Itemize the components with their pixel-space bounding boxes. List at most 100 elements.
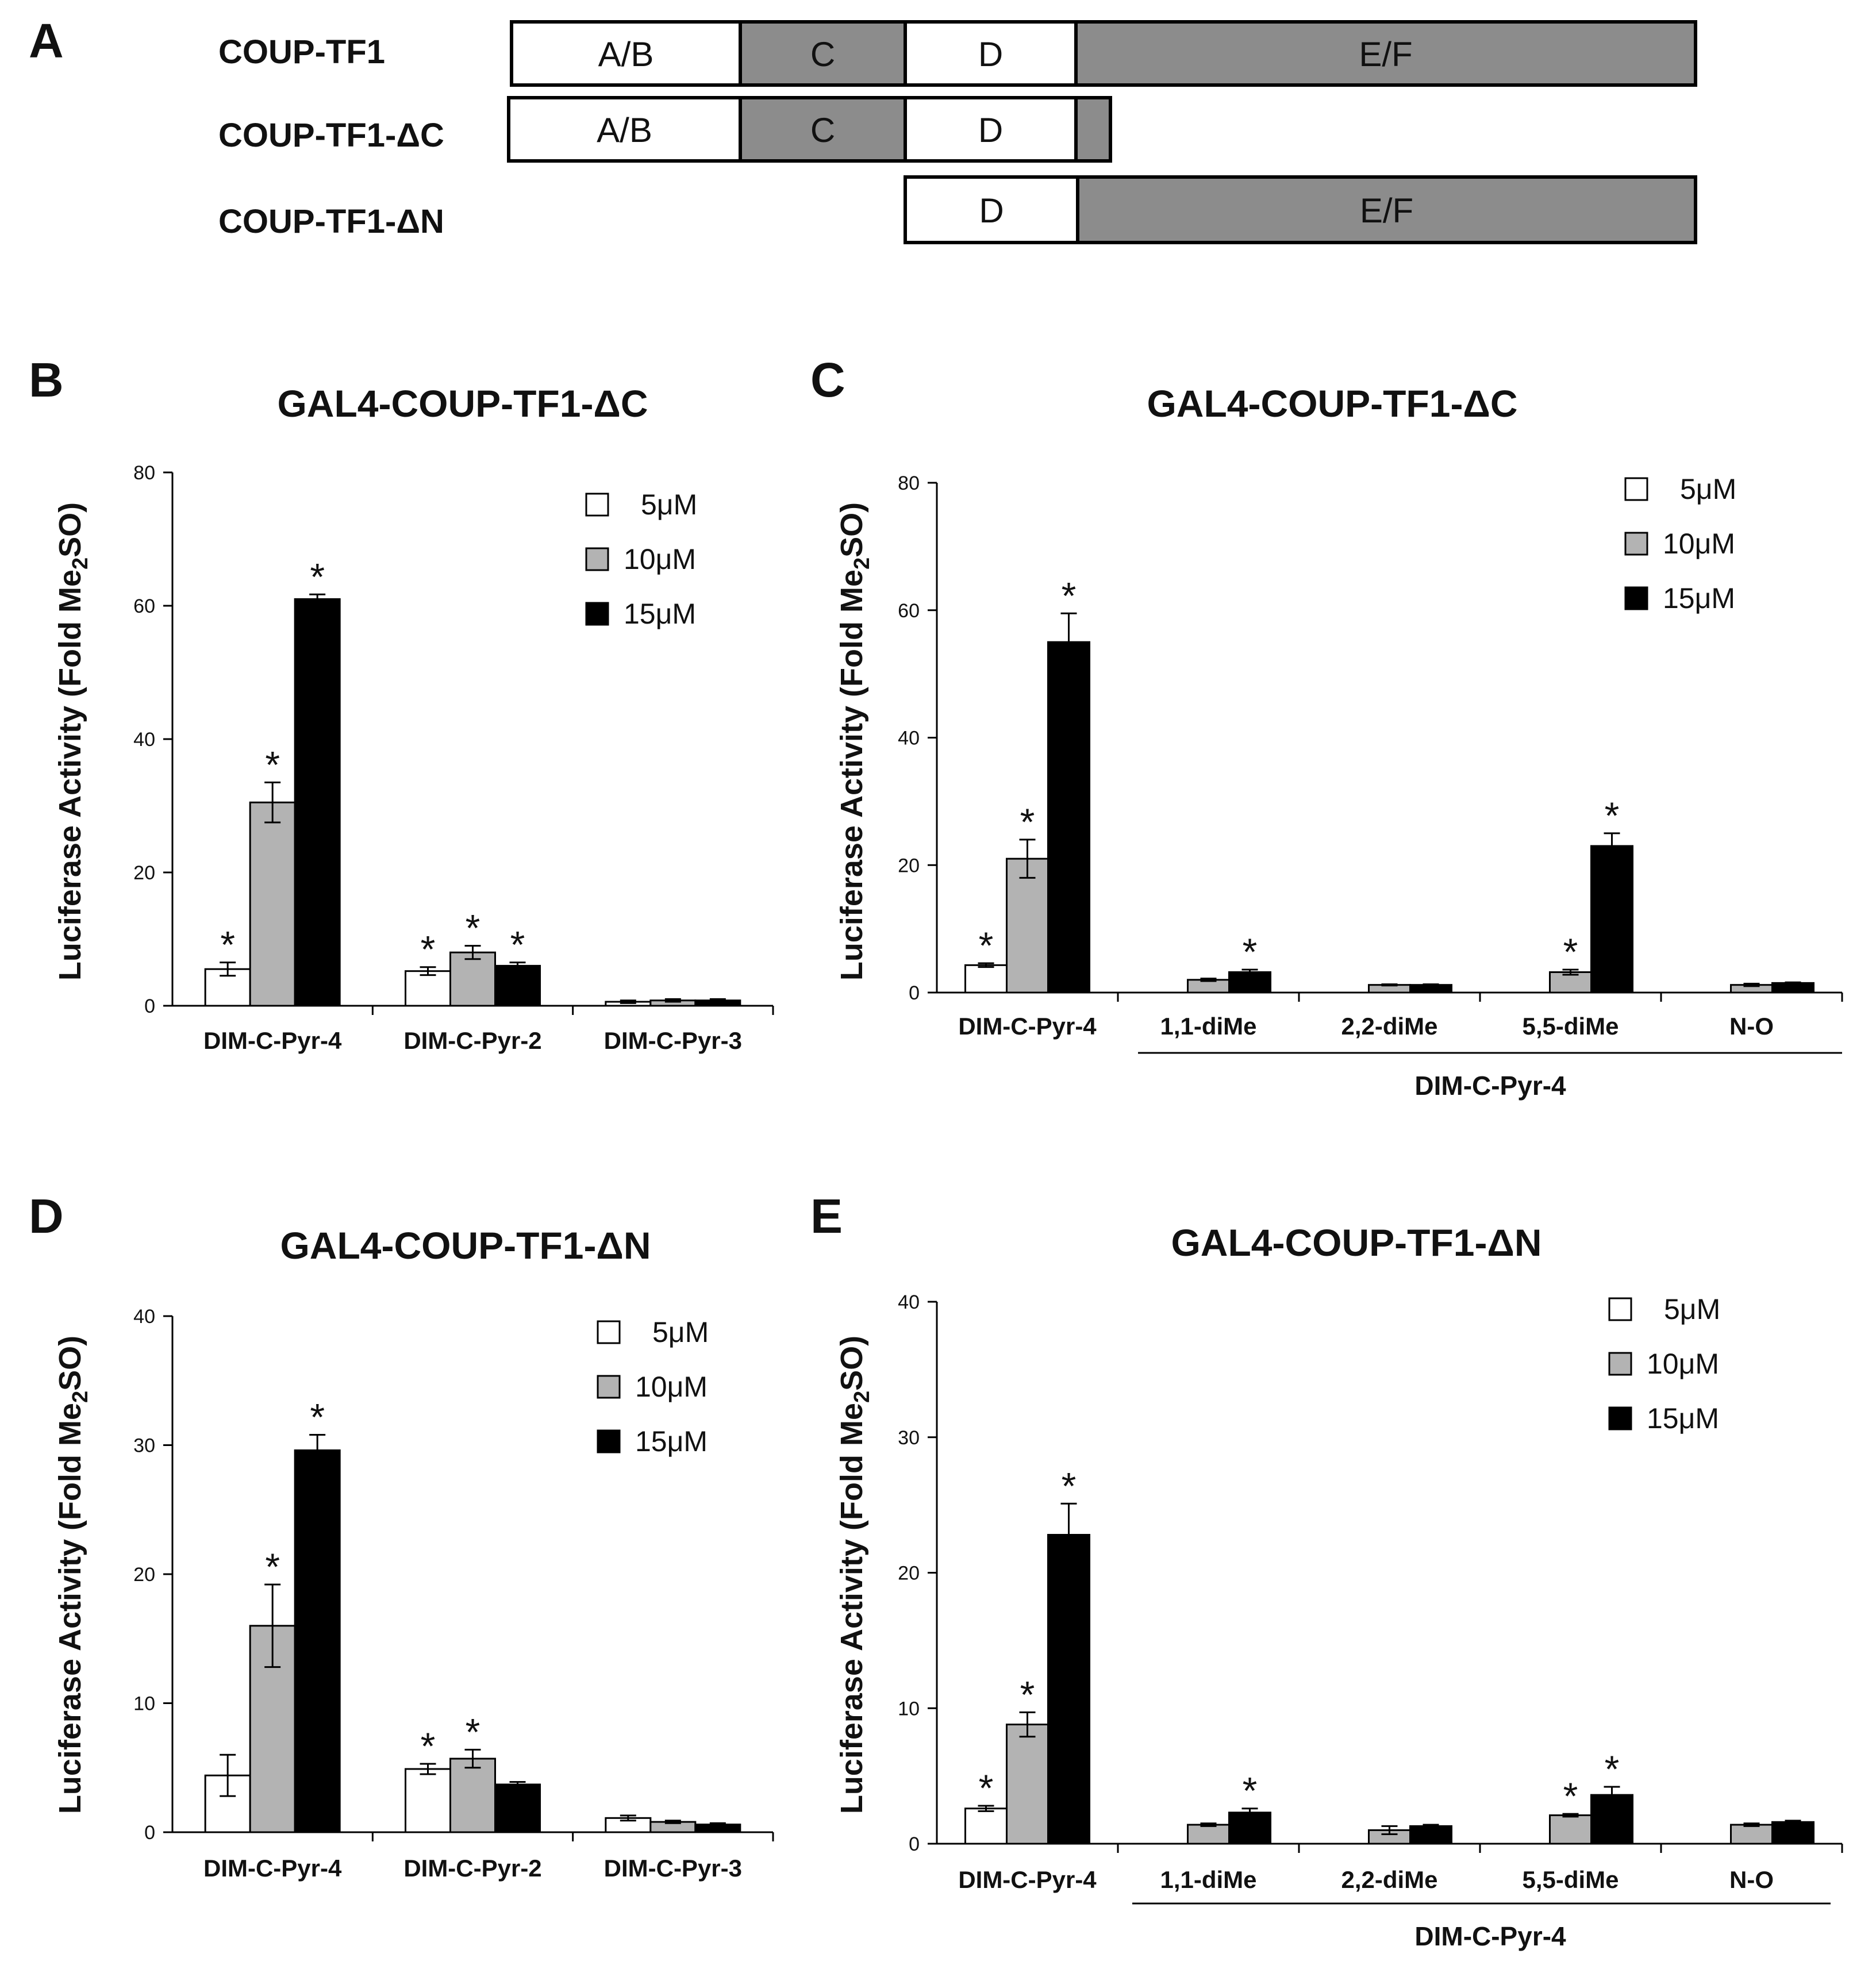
panel-letter: C (810, 353, 845, 407)
y-tick-label: 40 (133, 1306, 155, 1328)
y-tick-label: 0 (144, 1822, 155, 1844)
y-axis-label: Luciferase Activity (Fold Me2SO) (835, 502, 874, 980)
bar (449, 1758, 496, 1833)
bar (1730, 1824, 1773, 1845)
y-tick-label: 80 (898, 472, 920, 494)
x-category-label: 2,2-diMe (1341, 1866, 1437, 1893)
x-category-label: 5,5-diMe (1522, 1013, 1619, 1040)
significance-star: * (466, 1710, 480, 1753)
significance-star: * (265, 743, 280, 786)
domain-label: A/B (597, 111, 652, 149)
chart-title: GAL4-COUP-TF1-ΔN (280, 1224, 651, 1267)
x-category-label: 1,1-diMe (1160, 1866, 1256, 1893)
x-category-label: 1,1-diMe (1160, 1013, 1256, 1040)
bar (1228, 1812, 1271, 1845)
chart-panel-b: B GAL4-COUP-TF1-ΔC Luciferase Activity (Fo… (29, 353, 774, 1054)
domain-box (904, 96, 1078, 163)
legend-swatch (585, 547, 609, 571)
x-category-label: N-O (1729, 1866, 1774, 1893)
x-category-label: DIM-C-Pyr-2 (403, 1027, 541, 1054)
bar (494, 1783, 541, 1833)
x-category-label: DIM-C-Pyr-4 (958, 1013, 1097, 1040)
chart-title: GAL4-COUP-TF1-ΔC (1147, 382, 1517, 425)
y-tick-label: 10 (898, 1698, 920, 1720)
domain-box (739, 20, 907, 87)
bar (494, 964, 541, 1007)
y-tick-label: 20 (133, 862, 155, 884)
chart-panel-e: E GAL4-COUP-TF1-ΔN Luciferase Activity (Fo… (810, 1189, 1843, 1951)
domain-box (1074, 96, 1112, 163)
significance-star: * (421, 1725, 436, 1767)
y-axis-label: Luciferase Activity (Fold Me2SO) (53, 1336, 93, 1814)
significance-star: * (979, 924, 994, 967)
legend-swatch (1608, 1297, 1632, 1321)
legend-label: 5μM (1680, 473, 1736, 505)
bar (294, 1449, 341, 1833)
y-tick-label: 20 (898, 1563, 920, 1585)
legend-label: 15μM (1647, 1402, 1719, 1435)
domain-box (1074, 20, 1697, 87)
legend-swatch (1624, 532, 1648, 556)
legend-label: 10μM (635, 1371, 708, 1403)
y-tick-label: 30 (133, 1435, 155, 1457)
legend-label: 5μM (652, 1316, 709, 1348)
legend-swatch (1608, 1352, 1632, 1376)
legend-label: 5μM (1664, 1293, 1720, 1325)
x-category-label: DIM-C-Pyr-4 (203, 1855, 342, 1882)
panel-letter: D (29, 1189, 64, 1243)
panel-letter: E (810, 1189, 843, 1243)
x-category-label: DIM-C-Pyr-3 (604, 1027, 742, 1054)
bar (1006, 1724, 1049, 1845)
bar (1590, 845, 1633, 994)
y-tick-label: 0 (909, 1833, 920, 1855)
legend-swatch (597, 1375, 621, 1399)
group-label: DIM-C-Pyr-4 (1414, 1921, 1566, 1951)
bar (964, 1808, 1008, 1845)
significance-star: * (466, 907, 480, 949)
domain-box (1076, 175, 1697, 244)
legend-label: 15μM (1663, 582, 1735, 614)
legend-swatch (1608, 1406, 1632, 1430)
domain-label: E/F (1359, 35, 1412, 74)
legend-label: 5μM (641, 489, 697, 521)
legend-label: 15μM (635, 1425, 708, 1457)
bar (1549, 1814, 1592, 1845)
group-label: DIM-C-Pyr-4 (1414, 1071, 1566, 1101)
bar (1006, 857, 1049, 994)
y-tick-label: 40 (133, 729, 155, 751)
x-category-label: DIM-C-Pyr-4 (203, 1027, 342, 1054)
bar (964, 964, 1008, 994)
significance-star: * (1563, 930, 1578, 973)
legend-swatch (585, 602, 609, 626)
domain-label: C (810, 111, 835, 149)
significance-star: * (220, 924, 235, 966)
y-tick-label: 40 (898, 1291, 920, 1313)
bar (294, 598, 341, 1007)
y-tick-label: 0 (144, 995, 155, 1017)
significance-star: * (1062, 1464, 1077, 1507)
y-tick-label: 60 (898, 600, 920, 622)
significance-star: * (421, 928, 436, 971)
legend-swatch (1624, 477, 1648, 501)
y-tick-label: 20 (133, 1564, 155, 1586)
x-category-label: DIM-C-Pyr-4 (958, 1866, 1097, 1893)
legend-swatch (597, 1429, 621, 1453)
bar (449, 951, 496, 1007)
domain-label: A/B (598, 35, 654, 74)
chart-panel-d: D GAL4-COUP-TF1-ΔN Luciferase Activity (Fo… (29, 1189, 774, 1882)
y-tick-label: 0 (909, 982, 920, 1004)
legend-swatch (585, 493, 609, 517)
y-tick-label: 40 (898, 728, 920, 749)
significance-star: * (979, 1767, 994, 1809)
y-axis-label: Luciferase Activity (Fold Me2SO) (53, 502, 93, 980)
x-category-label: 2,2-diMe (1341, 1013, 1437, 1040)
significance-star: * (1563, 1775, 1578, 1817)
panel-a-domain-diagram: A COUP-TF1 A/B C D E/F COUP-TF1-ΔC A/B C D COUP-TF… (29, 14, 1697, 244)
y-tick-label: 20 (898, 855, 920, 876)
significance-star: * (1605, 794, 1620, 837)
legend-swatch (1624, 586, 1648, 610)
significance-star: * (510, 924, 525, 966)
significance-star: * (1605, 1748, 1620, 1790)
x-category-label: 5,5-diMe (1522, 1866, 1619, 1893)
